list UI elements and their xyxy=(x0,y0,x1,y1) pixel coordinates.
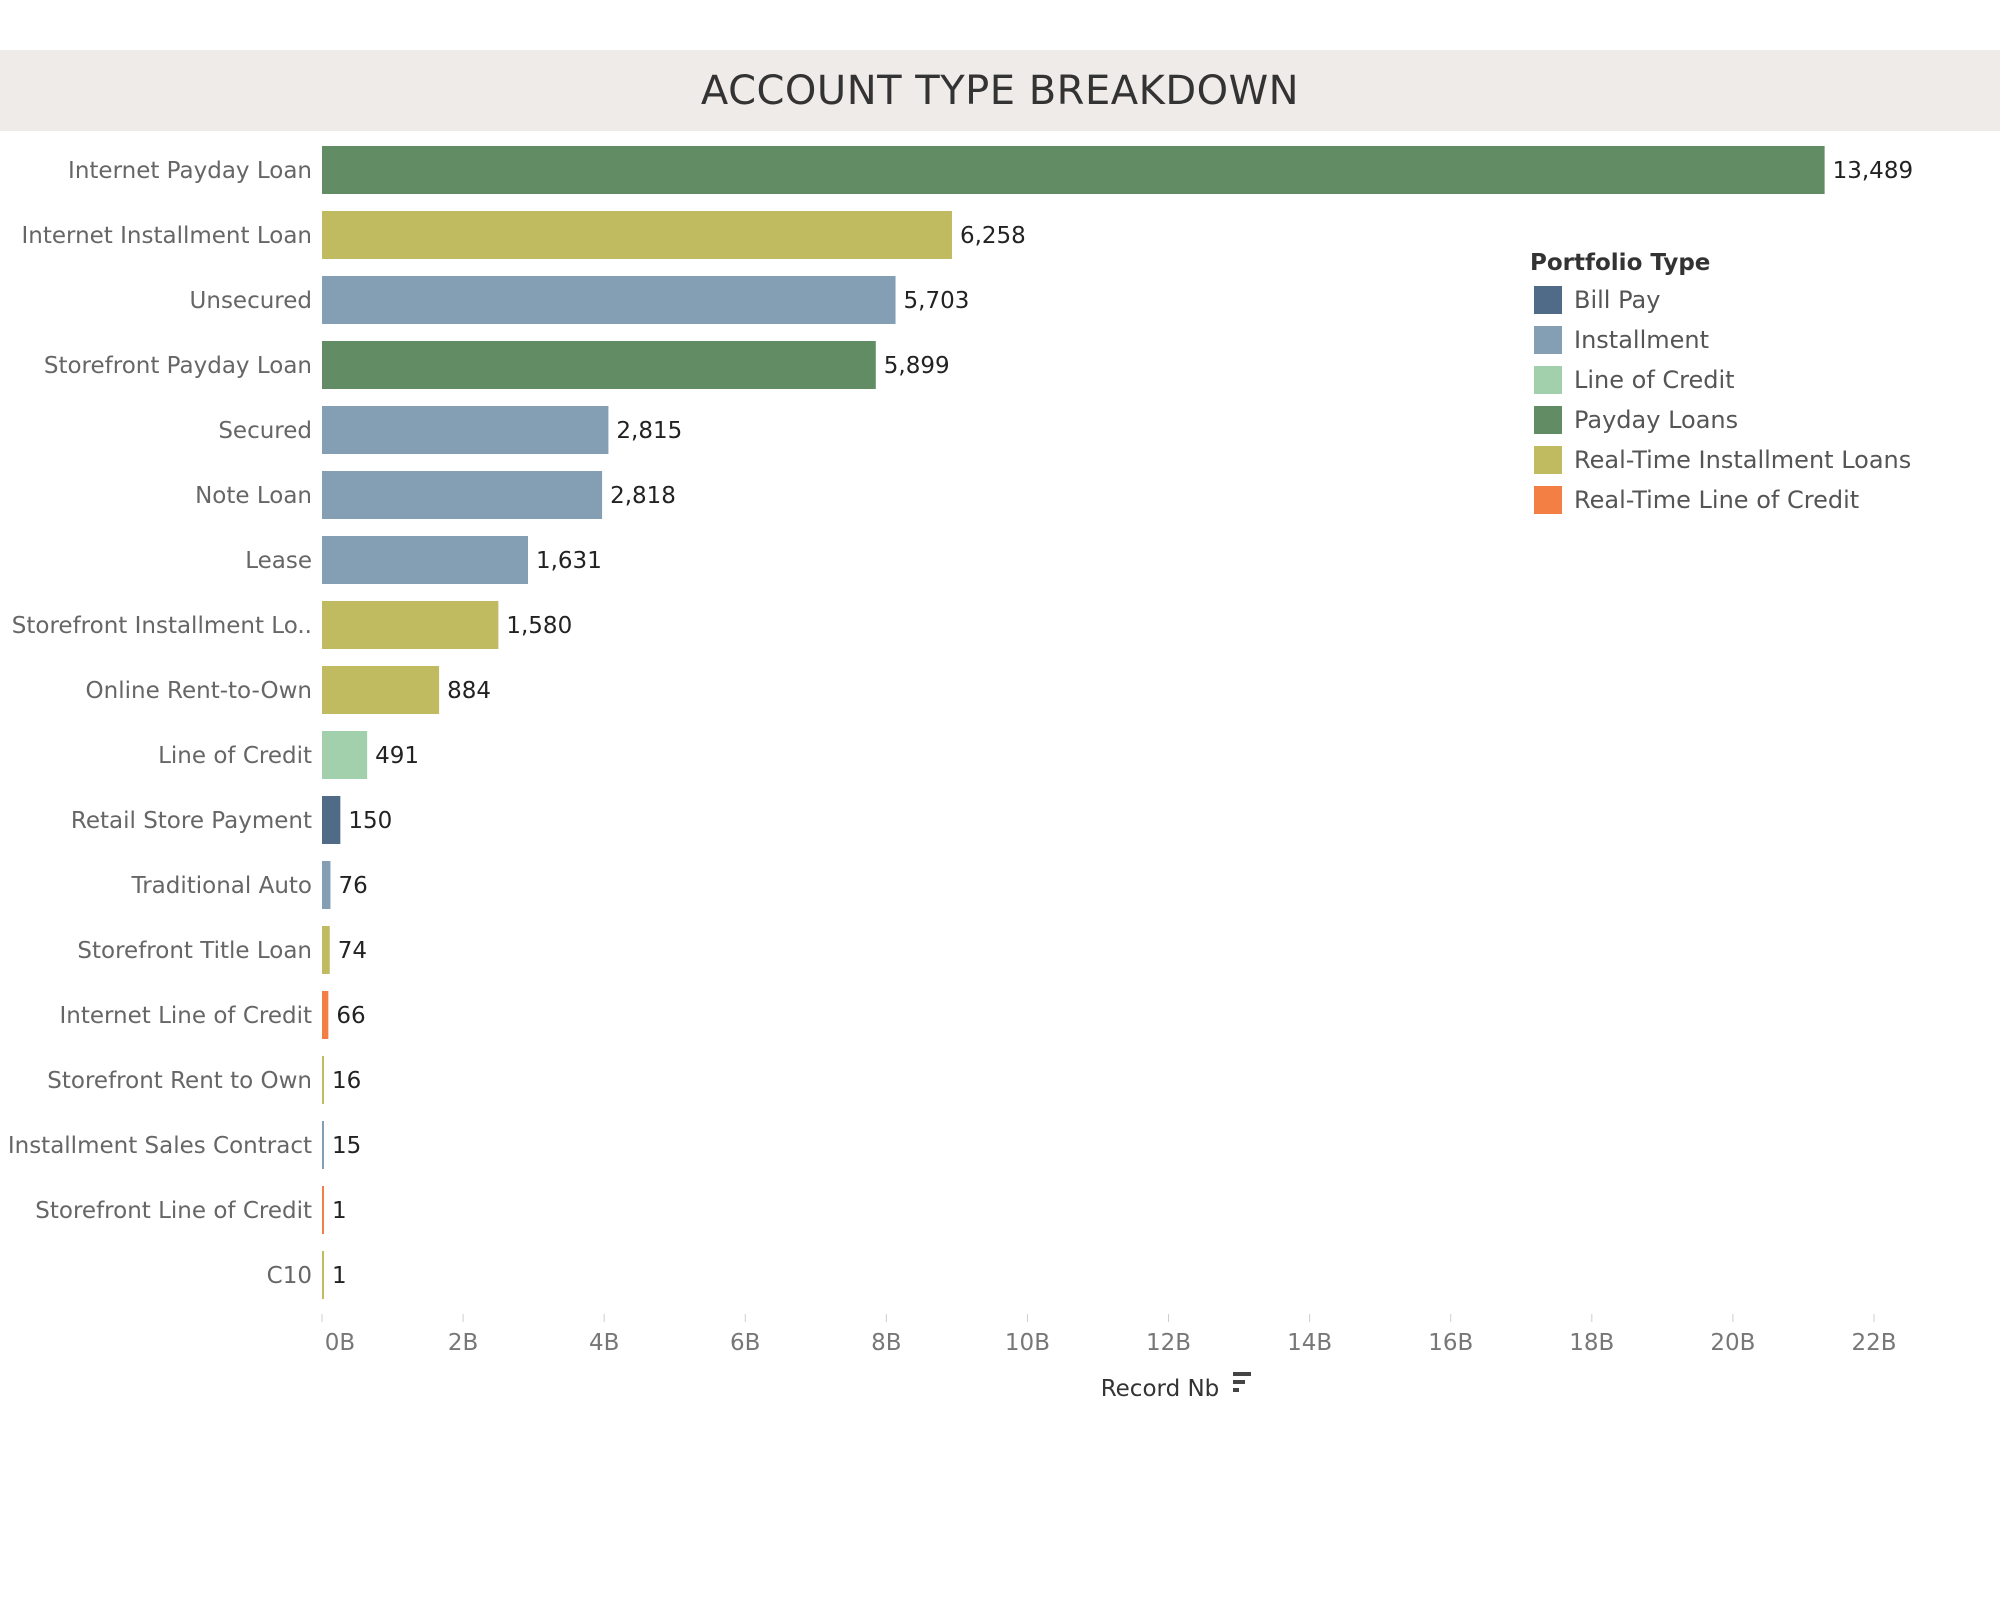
bar[interactable] xyxy=(322,926,330,974)
legend-swatch xyxy=(1534,406,1562,434)
category-label: Internet Line of Credit xyxy=(59,1003,312,1029)
bar[interactable] xyxy=(322,211,952,259)
bar[interactable] xyxy=(322,276,896,324)
x-axis-title: Record Nb xyxy=(1101,1376,1220,1402)
bar[interactable] xyxy=(322,146,1825,194)
value-label: 150 xyxy=(348,808,392,834)
category-label: Secured xyxy=(218,418,312,444)
legend-label: Payday Loans xyxy=(1574,406,1739,434)
x-tick-label: 8B xyxy=(871,1330,901,1356)
bar[interactable] xyxy=(322,406,609,454)
value-label: 16 xyxy=(332,1068,361,1094)
value-label: 5,703 xyxy=(904,288,970,314)
bar[interactable] xyxy=(322,666,440,714)
chart-title-bar: ACCOUNT TYPE BREAKDOWN xyxy=(0,50,2000,131)
x-tick-label: 2B xyxy=(448,1330,478,1356)
category-label: Installment Sales Contract xyxy=(8,1133,312,1159)
category-label: Unsecured xyxy=(190,288,312,314)
legend-label: Real-Time Line of Credit xyxy=(1574,486,1860,514)
category-label: Storefront Title Loan xyxy=(77,938,312,964)
value-label: 6,258 xyxy=(960,223,1026,249)
x-tick-label: 12B xyxy=(1146,1330,1191,1356)
bar[interactable] xyxy=(322,1251,324,1299)
legend-swatch xyxy=(1534,366,1562,394)
legend-swatch xyxy=(1534,486,1562,514)
x-tick-label: 18B xyxy=(1569,1330,1614,1356)
value-label: 2,818 xyxy=(610,483,676,509)
x-tick-label: 6B xyxy=(730,1330,760,1356)
bar[interactable] xyxy=(322,536,528,584)
bar[interactable] xyxy=(322,601,499,649)
category-label: Retail Store Payment xyxy=(71,808,312,834)
value-label: 74 xyxy=(338,938,367,964)
category-label: Note Loan xyxy=(195,483,312,509)
x-tick-label: 22B xyxy=(1851,1330,1896,1356)
category-label: Internet Payday Loan xyxy=(68,158,312,184)
value-label: 1 xyxy=(332,1198,347,1224)
legend-items: Bill Pay Installment Line of Credit Payday … xyxy=(1530,280,1911,520)
category-label: Storefront Line of Credit xyxy=(35,1198,312,1224)
legend-label: Bill Pay xyxy=(1574,286,1661,314)
legend-swatch xyxy=(1534,326,1562,354)
x-tick-label: 4B xyxy=(589,1330,619,1356)
legend-swatch xyxy=(1534,286,1562,314)
category-label: Traditional Auto xyxy=(131,873,312,899)
x-tick-label: 10B xyxy=(1005,1330,1050,1356)
value-label: 1,631 xyxy=(536,548,602,574)
value-label: 884 xyxy=(447,678,491,704)
x-tick-label: 0B xyxy=(325,1330,355,1356)
category-label: Line of Credit xyxy=(158,743,312,769)
x-axis: 0B 2B 4B 6B 8B 10B 12B 14B 16B 18B 20B 22B xyxy=(321,1314,1897,1356)
legend-item[interactable]: Real-Time Line of Credit xyxy=(1530,480,1911,520)
value-label: 66 xyxy=(336,1003,365,1029)
legend-item[interactable]: Payday Loans xyxy=(1530,400,1911,440)
value-label: 76 xyxy=(338,873,367,899)
legend-item[interactable]: Installment xyxy=(1530,320,1911,360)
bar[interactable] xyxy=(322,471,603,519)
category-label: Internet Installment Loan xyxy=(22,223,313,249)
bars-layer: Internet Payday Loan 13,489 Internet Insta… xyxy=(8,146,1913,1299)
bar[interactable] xyxy=(322,991,329,1039)
bar[interactable] xyxy=(322,1121,324,1169)
value-label: 1 xyxy=(332,1263,347,1289)
legend-title: Portfolio Type xyxy=(1530,250,1711,276)
x-tick-label: 20B xyxy=(1710,1330,1755,1356)
x-tick-label: 16B xyxy=(1428,1330,1473,1356)
sort-icon[interactable] xyxy=(1233,1372,1251,1392)
bar[interactable] xyxy=(322,341,876,389)
bar[interactable] xyxy=(322,1056,324,1104)
value-label: 13,489 xyxy=(1833,158,1913,184)
category-label: Storefront Payday Loan xyxy=(44,353,312,379)
category-label: Storefront Rent to Own xyxy=(47,1068,312,1094)
value-label: 491 xyxy=(375,743,419,769)
legend-swatch xyxy=(1534,446,1562,474)
value-label: 1,580 xyxy=(506,613,572,639)
bar[interactable] xyxy=(322,731,368,779)
bar[interactable] xyxy=(322,1186,324,1234)
value-label: 2,815 xyxy=(616,418,682,444)
category-label: Lease xyxy=(245,548,312,574)
legend-item[interactable]: Line of Credit xyxy=(1530,360,1911,400)
category-label: Storefront Installment Lo.. xyxy=(12,613,312,639)
legend-item[interactable]: Bill Pay xyxy=(1530,280,1911,320)
legend-item[interactable]: Real-Time Installment Loans xyxy=(1530,440,1911,480)
legend-label: Installment xyxy=(1574,326,1710,354)
x-tick-label: 14B xyxy=(1287,1330,1332,1356)
legend-label: Real-Time Installment Loans xyxy=(1574,446,1912,474)
value-label: 15 xyxy=(332,1133,361,1159)
bar[interactable] xyxy=(322,796,341,844)
value-label: 5,899 xyxy=(884,353,950,379)
legend: Portfolio Type Bill Pay Installment Line o… xyxy=(1530,250,1911,520)
category-label: C10 xyxy=(267,1263,312,1289)
chart-title: ACCOUNT TYPE BREAKDOWN xyxy=(700,67,1300,114)
category-label: Online Rent-to-Own xyxy=(86,678,312,704)
legend-label: Line of Credit xyxy=(1574,366,1735,394)
bar[interactable] xyxy=(322,861,331,909)
